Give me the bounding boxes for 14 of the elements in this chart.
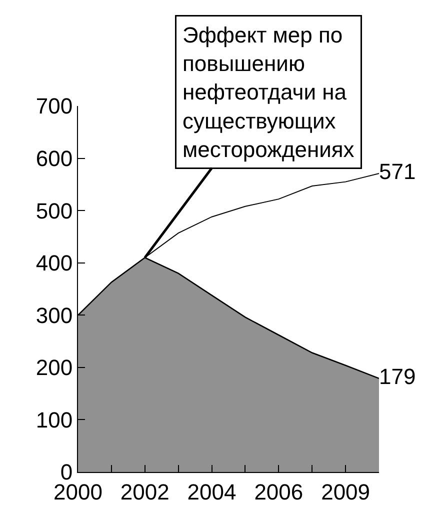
y-tick-label: 200: [36, 355, 73, 380]
x-tick-label: 2004: [187, 479, 236, 504]
annotation: Эффект мер по повышению нефтеотдачи на существующих месторождениях: [182, 22, 354, 162]
y-tick-label: 500: [36, 198, 73, 224]
data-label: 571: [379, 158, 416, 184]
x-tick-label: 2006: [254, 479, 304, 504]
y-tick-label: 100: [36, 407, 73, 432]
y-tick-label: 600: [36, 146, 73, 171]
data-label: 179: [379, 364, 416, 389]
x-tick-label: 2002: [120, 479, 170, 504]
y-tick-label: 300: [36, 302, 73, 328]
y-tick-label: 700: [36, 94, 73, 119]
y-tick-label: 400: [36, 250, 73, 276]
x-tick-label: 2009: [321, 479, 370, 504]
